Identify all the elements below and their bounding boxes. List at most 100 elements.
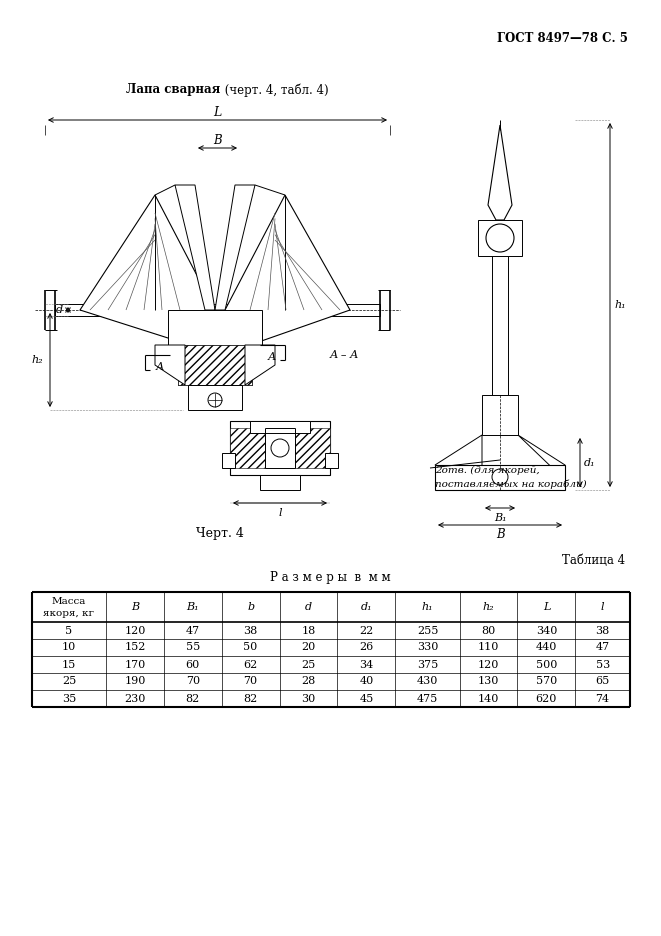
Text: 130: 130 xyxy=(478,677,499,686)
Text: h₂: h₂ xyxy=(483,602,494,612)
Text: 110: 110 xyxy=(478,642,499,652)
Text: 38: 38 xyxy=(596,625,610,636)
Text: 230: 230 xyxy=(124,694,145,704)
Polygon shape xyxy=(178,345,252,385)
Text: 375: 375 xyxy=(417,660,438,669)
Text: Р а з м е р ы  в  м м: Р а з м е р ы в м м xyxy=(270,572,390,584)
Text: А – А: А – А xyxy=(330,350,360,360)
Polygon shape xyxy=(230,421,330,475)
Text: Черт. 4: Черт. 4 xyxy=(196,526,244,539)
Text: 82: 82 xyxy=(243,694,258,704)
Text: якоря, кг: якоря, кг xyxy=(44,608,95,618)
Text: B₁: B₁ xyxy=(186,602,199,612)
Text: 2отв. (для якорей,: 2отв. (для якорей, xyxy=(435,465,539,475)
Text: 74: 74 xyxy=(596,694,609,704)
Polygon shape xyxy=(492,220,508,395)
Text: 330: 330 xyxy=(417,642,438,652)
Text: Масса: Масса xyxy=(52,597,86,607)
Polygon shape xyxy=(325,453,338,468)
Polygon shape xyxy=(295,428,330,468)
Text: 30: 30 xyxy=(301,694,315,704)
Text: h₁: h₁ xyxy=(422,602,433,612)
Circle shape xyxy=(492,469,508,485)
Polygon shape xyxy=(482,395,518,435)
Text: 440: 440 xyxy=(535,642,557,652)
Text: 62: 62 xyxy=(243,660,258,669)
Text: 47: 47 xyxy=(186,625,200,636)
Text: 65: 65 xyxy=(596,677,610,686)
Text: 50: 50 xyxy=(243,642,258,652)
Text: 475: 475 xyxy=(417,694,438,704)
Text: d₁: d₁ xyxy=(360,602,372,612)
Text: b: b xyxy=(247,602,254,612)
Polygon shape xyxy=(80,195,215,345)
Text: 620: 620 xyxy=(535,694,557,704)
Text: 25: 25 xyxy=(301,660,315,669)
Polygon shape xyxy=(245,345,275,385)
Text: 340: 340 xyxy=(535,625,557,636)
Text: B: B xyxy=(131,602,139,612)
Polygon shape xyxy=(178,345,252,385)
Text: 28: 28 xyxy=(301,677,315,686)
Text: ГОСТ 8497—78 С. 5: ГОСТ 8497—78 С. 5 xyxy=(497,32,628,45)
Text: 140: 140 xyxy=(478,694,499,704)
Text: 47: 47 xyxy=(596,642,609,652)
Polygon shape xyxy=(250,421,310,433)
Text: 15: 15 xyxy=(62,660,76,669)
Text: 500: 500 xyxy=(535,660,557,669)
Text: 40: 40 xyxy=(359,677,373,686)
Text: 22: 22 xyxy=(359,625,373,636)
Polygon shape xyxy=(435,465,565,490)
Polygon shape xyxy=(215,185,255,310)
Text: B: B xyxy=(496,529,504,542)
Text: 5: 5 xyxy=(65,625,73,636)
Text: 53: 53 xyxy=(596,660,610,669)
Text: 10: 10 xyxy=(62,642,76,652)
Text: L: L xyxy=(543,602,550,612)
Polygon shape xyxy=(168,310,262,345)
Text: 26: 26 xyxy=(359,642,373,652)
Text: Лапа сварная: Лапа сварная xyxy=(126,83,220,96)
Text: А: А xyxy=(156,362,164,372)
Polygon shape xyxy=(55,304,380,316)
Text: 70: 70 xyxy=(243,677,258,686)
Polygon shape xyxy=(225,195,350,345)
Text: 34: 34 xyxy=(359,660,373,669)
Polygon shape xyxy=(175,185,215,310)
Text: Таблица 4: Таблица 4 xyxy=(562,553,625,566)
Text: 35: 35 xyxy=(62,694,76,704)
Polygon shape xyxy=(188,385,242,410)
Polygon shape xyxy=(230,428,265,468)
Text: 45: 45 xyxy=(359,694,373,704)
Text: 152: 152 xyxy=(124,642,145,652)
Text: B₁: B₁ xyxy=(494,513,506,523)
Polygon shape xyxy=(155,345,185,385)
Text: 38: 38 xyxy=(243,625,258,636)
Text: 55: 55 xyxy=(186,642,200,652)
Text: 60: 60 xyxy=(186,660,200,669)
Text: 255: 255 xyxy=(417,625,438,636)
Circle shape xyxy=(271,439,289,457)
Text: d₁: d₁ xyxy=(584,458,596,467)
Polygon shape xyxy=(488,125,512,220)
Text: 70: 70 xyxy=(186,677,200,686)
Polygon shape xyxy=(518,435,565,480)
Text: l: l xyxy=(601,602,604,612)
Text: h₂: h₂ xyxy=(31,355,43,365)
Text: 170: 170 xyxy=(124,660,145,669)
Text: 430: 430 xyxy=(417,677,438,686)
Text: L: L xyxy=(214,106,221,119)
Text: 120: 120 xyxy=(124,625,145,636)
Text: 25: 25 xyxy=(62,677,76,686)
Text: 20: 20 xyxy=(301,642,315,652)
Text: l: l xyxy=(278,508,282,518)
Text: 18: 18 xyxy=(301,625,315,636)
Text: B: B xyxy=(214,134,222,147)
Text: 80: 80 xyxy=(481,625,496,636)
Text: (черт. 4, табл. 4): (черт. 4, табл. 4) xyxy=(221,83,329,96)
Text: 82: 82 xyxy=(186,694,200,704)
Text: d: d xyxy=(305,602,312,612)
Text: 120: 120 xyxy=(478,660,499,669)
Text: 190: 190 xyxy=(124,677,145,686)
Polygon shape xyxy=(222,453,235,468)
